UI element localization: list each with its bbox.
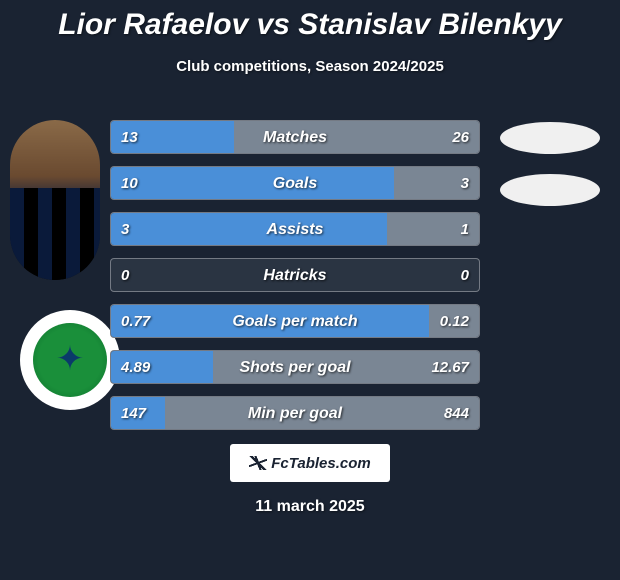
bar-track: 0.770.12Goals per match: [110, 304, 480, 338]
stat-row: 1326Matches: [0, 120, 620, 154]
bar-right: [165, 397, 479, 429]
stat-label: Hatricks: [111, 259, 479, 293]
value-left: 13: [121, 121, 138, 155]
stat-row: 147844Min per goal: [0, 396, 620, 430]
bar-track: 4.8912.67Shots per goal: [110, 350, 480, 384]
value-right: 0.12: [440, 305, 469, 339]
bar-track: 0 0Hatricks: [110, 258, 480, 292]
value-right: 0: [461, 259, 469, 293]
value-right: 844: [444, 397, 469, 431]
value-right: 12.67: [431, 351, 469, 385]
bar-track: 147844Min per goal: [110, 396, 480, 430]
bar-left: [111, 305, 429, 337]
value-left: 4.89: [121, 351, 150, 385]
value-left: 147: [121, 397, 146, 431]
bar-track: 31Assists: [110, 212, 480, 246]
stat-row: 4.8912.67Shots per goal: [0, 350, 620, 384]
value-right: 26: [452, 121, 469, 155]
bar-left: [111, 213, 387, 245]
bar-track: 103Goals: [110, 166, 480, 200]
value-right: 3: [461, 167, 469, 201]
value-right: 1: [461, 213, 469, 247]
stat-row: 31Assists: [0, 212, 620, 246]
value-left: 3: [121, 213, 129, 247]
stat-row: 0 0Hatricks: [0, 258, 620, 292]
brand-text: FcTables.com: [271, 455, 370, 472]
value-left: 0.77: [121, 305, 150, 339]
stat-row: 0.770.12Goals per match: [0, 304, 620, 338]
bar-left: [111, 167, 394, 199]
comparison-chart: 1326Matches103Goals31Assists00Hatricks0.…: [0, 120, 620, 442]
bar-track: 1326Matches: [110, 120, 480, 154]
value-left: 0: [121, 259, 129, 293]
brand-badge: FcTables.com: [230, 444, 390, 482]
bar-right: [234, 121, 479, 153]
subtitle: Club competitions, Season 2024/2025: [0, 58, 620, 75]
page-title: Lior Rafaelov vs Stanislav Bilenkyy: [0, 0, 620, 42]
date-label: 11 march 2025: [0, 498, 620, 516]
brand-icon: [249, 456, 267, 470]
value-left: 10: [121, 167, 138, 201]
stat-row: 103Goals: [0, 166, 620, 200]
